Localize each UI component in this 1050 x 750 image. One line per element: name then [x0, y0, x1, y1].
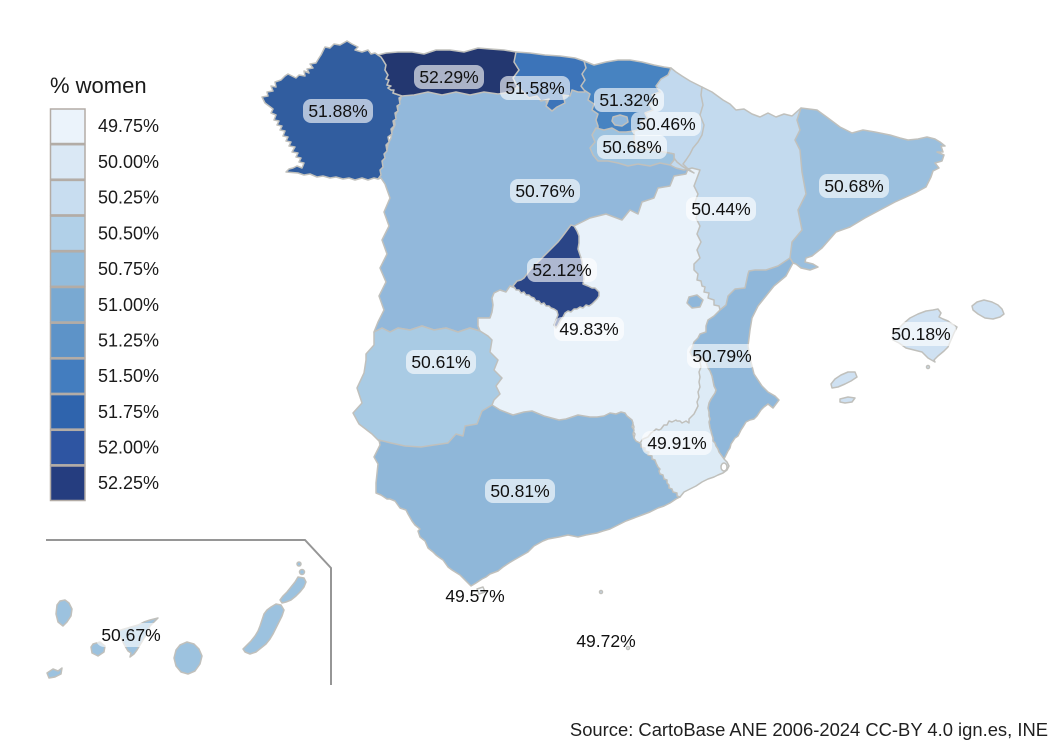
svg-text:51.58%: 51.58% [505, 78, 564, 98]
svg-text:% women: % women [50, 73, 147, 98]
svg-text:49.91%: 49.91% [647, 433, 706, 453]
svg-text:50.44%: 50.44% [691, 199, 750, 219]
svg-text:50.75%: 50.75% [98, 259, 159, 279]
svg-text:50.79%: 50.79% [692, 346, 751, 366]
svg-text:50.76%: 50.76% [515, 181, 574, 201]
svg-text:49.75%: 49.75% [98, 116, 159, 136]
svg-text:51.25%: 51.25% [98, 331, 159, 351]
svg-text:49.57%: 49.57% [445, 586, 504, 606]
svg-text:52.12%: 52.12% [532, 260, 591, 280]
svg-text:50.68%: 50.68% [602, 137, 661, 157]
svg-text:50.00%: 50.00% [98, 152, 159, 172]
svg-text:49.72%: 49.72% [576, 631, 635, 651]
svg-text:50.61%: 50.61% [411, 352, 470, 372]
svg-text:51.75%: 51.75% [98, 402, 159, 422]
svg-text:50.18%: 50.18% [891, 324, 950, 344]
svg-text:50.67%: 50.67% [101, 625, 160, 645]
svg-text:50.68%: 50.68% [824, 176, 883, 196]
svg-text:50.25%: 50.25% [98, 188, 159, 208]
svg-text:50.50%: 50.50% [98, 223, 159, 243]
svg-text:52.25%: 52.25% [98, 473, 159, 493]
svg-text:Source: CartoBase ANE 2006-202: Source: CartoBase ANE 2006-2024 CC-BY 4.… [570, 719, 1048, 740]
svg-text:49.83%: 49.83% [559, 319, 618, 339]
svg-text:51.88%: 51.88% [308, 101, 367, 121]
svg-text:51.32%: 51.32% [599, 90, 658, 110]
svg-text:50.81%: 50.81% [490, 481, 549, 501]
svg-text:51.00%: 51.00% [98, 295, 159, 315]
svg-text:52.00%: 52.00% [98, 438, 159, 458]
svg-text:50.46%: 50.46% [636, 114, 695, 134]
svg-text:52.29%: 52.29% [419, 67, 478, 87]
svg-text:51.50%: 51.50% [98, 366, 159, 386]
